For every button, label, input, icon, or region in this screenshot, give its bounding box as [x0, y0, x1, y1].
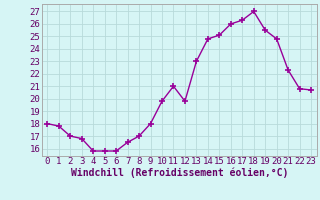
X-axis label: Windchill (Refroidissement éolien,°C): Windchill (Refroidissement éolien,°C): [70, 168, 288, 178]
